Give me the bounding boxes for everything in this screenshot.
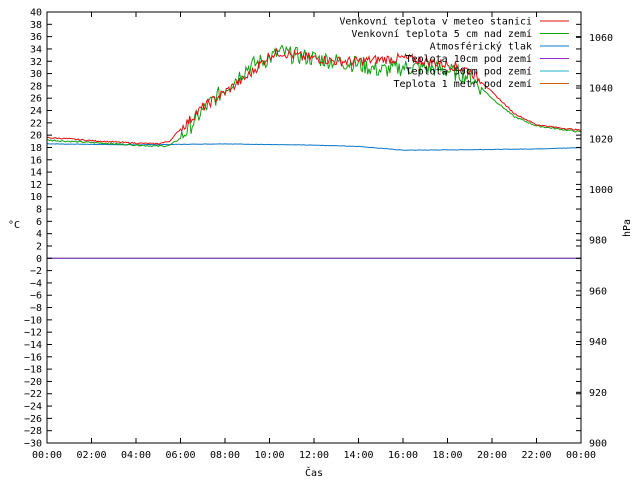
y-axis-label: °C	[8, 220, 20, 231]
y-tick-label: −30	[24, 439, 42, 450]
plot-lines	[46, 44, 582, 259]
x-tick-label: 08:00	[210, 450, 240, 461]
x-tick-label: 14:00	[343, 450, 373, 461]
x-tick-label: 12:00	[299, 450, 329, 461]
x-tick-label: 20:00	[477, 450, 507, 461]
x-tick-label: 22:00	[521, 450, 551, 461]
y-tick-label: 14	[30, 168, 42, 179]
x-tick-label: 10:00	[254, 450, 284, 461]
y-tick-label: −22	[24, 389, 42, 400]
y-tick-label: −24	[24, 402, 42, 413]
y-tick-label: −16	[24, 352, 42, 363]
x-axis-label: Čas	[305, 466, 323, 479]
y2-tick-label: 980	[589, 236, 607, 247]
y-tick-label: 22	[30, 118, 42, 129]
y-tick-label: 34	[30, 44, 42, 55]
y-tick-label: 30	[30, 69, 42, 80]
x-tick-label: 16:00	[388, 450, 418, 461]
x-tick-label: 04:00	[121, 450, 151, 461]
y-tick-label: 18	[30, 143, 42, 154]
y-tick-label: 8	[36, 205, 42, 216]
legend: Venkovní teplota v meteo staniciVenkovní…	[339, 16, 569, 90]
y-tick-label: 28	[30, 81, 42, 92]
y-tick-label: 36	[30, 32, 42, 43]
y-tick-label: 0	[36, 254, 42, 265]
y-tick-label: 6	[36, 217, 42, 228]
series-line	[46, 48, 581, 145]
y-tick-label: −28	[24, 426, 42, 437]
x-tick-label: 06:00	[165, 450, 195, 461]
axes: −30−28−26−24−22−20−18−16−14−12−10−8−6−4−…	[24, 8, 613, 462]
y-tick-label: 20	[30, 131, 42, 142]
y2-tick-label: 900	[589, 439, 607, 450]
y-tick-label: 38	[30, 20, 42, 31]
legend-entry-label: Venkovní teplota 5 cm nad zemí	[351, 28, 532, 40]
legend-entry-label: Atmosférický tlak	[430, 41, 532, 53]
y2-tick-label: 1000	[589, 185, 613, 196]
y-tick-label: −4	[30, 278, 42, 289]
y-tick-label: 16	[30, 155, 42, 166]
y-tick-label: −6	[30, 291, 42, 302]
x-tick-label: 02:00	[76, 450, 106, 461]
y-tick-label: −10	[24, 315, 42, 326]
y-tick-label: −14	[24, 340, 42, 351]
legend-entry-label: Venkovní teplota v meteo stanici	[339, 16, 532, 28]
x-tick-label: 00:00	[566, 450, 596, 461]
y-tick-label: 26	[30, 94, 42, 105]
y-tick-label: 10	[30, 192, 42, 203]
y-tick-label: −20	[24, 377, 42, 388]
y-tick-label: −8	[30, 303, 42, 314]
y2-tick-label: 1020	[589, 134, 613, 145]
series-line	[46, 44, 582, 148]
y-tick-label: 12	[30, 180, 42, 191]
y-tick-label: 2	[36, 241, 42, 252]
y2-tick-label: 940	[589, 337, 607, 348]
y-tick-label: −2	[30, 266, 42, 277]
y2-tick-label: 1060	[589, 33, 613, 44]
y2-axis-label: hPa	[622, 219, 633, 237]
y-tick-label: 32	[30, 57, 42, 68]
legend-entry-label: Teplota 1 metr pod zemí	[394, 78, 532, 90]
y-tick-label: 24	[30, 106, 42, 117]
y2-tick-label: 1040	[589, 84, 613, 95]
x-tick-label: 18:00	[432, 450, 462, 461]
y2-tick-label: 920	[589, 388, 607, 399]
y-tick-label: 4	[36, 229, 42, 240]
y-tick-label: −12	[24, 328, 42, 339]
y-tick-label: 40	[30, 8, 42, 19]
legend-entry-label: Teplota 50cm pod zemí	[406, 66, 532, 78]
y-tick-label: −26	[24, 414, 42, 425]
legend-entry-label: Teplota 10cm pod zemí	[406, 53, 532, 65]
y-tick-label: −18	[24, 365, 42, 376]
y2-tick-label: 960	[589, 286, 607, 297]
x-tick-label: 00:00	[32, 450, 62, 461]
